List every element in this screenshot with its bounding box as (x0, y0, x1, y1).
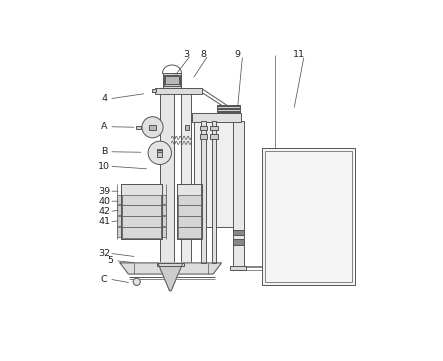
Bar (164, 75, 180, 86)
Circle shape (133, 278, 140, 286)
Bar (230, 266, 246, 270)
Bar (233, 121, 244, 267)
Bar (177, 184, 202, 239)
Bar (136, 126, 141, 129)
Bar (161, 195, 166, 204)
Text: 4: 4 (101, 95, 107, 103)
Bar (194, 121, 240, 227)
Bar (218, 105, 240, 106)
Bar (218, 109, 240, 110)
Bar (233, 239, 244, 245)
Bar (199, 134, 207, 139)
Bar (121, 184, 162, 239)
Bar (212, 121, 216, 263)
Text: 8: 8 (200, 51, 206, 60)
Bar (165, 76, 179, 84)
Bar (121, 184, 162, 239)
Text: 9: 9 (235, 51, 241, 60)
Circle shape (148, 141, 171, 165)
Bar (233, 230, 244, 235)
Text: 10: 10 (98, 162, 110, 171)
Bar (218, 106, 240, 108)
Text: 5: 5 (107, 256, 113, 265)
Text: B: B (101, 147, 107, 156)
Bar (117, 195, 122, 204)
Circle shape (142, 117, 163, 138)
Bar (122, 227, 161, 238)
Bar (184, 125, 189, 130)
Bar (117, 227, 122, 237)
Bar (161, 216, 166, 226)
Bar (157, 149, 162, 152)
Bar (218, 105, 240, 113)
Text: 41: 41 (98, 217, 110, 226)
Polygon shape (120, 263, 222, 274)
Bar (157, 263, 184, 266)
Bar (117, 205, 122, 215)
Bar (152, 89, 156, 92)
Text: 42: 42 (98, 207, 110, 216)
Bar (161, 205, 166, 215)
Text: A: A (101, 122, 107, 131)
Bar (177, 184, 202, 239)
Bar (210, 126, 218, 130)
Bar (163, 73, 182, 88)
Text: 11: 11 (293, 51, 305, 60)
Bar (157, 149, 162, 157)
Text: 3: 3 (183, 51, 189, 60)
Bar (179, 205, 201, 216)
Bar (192, 113, 241, 122)
Bar (218, 110, 240, 112)
Bar (262, 148, 355, 284)
Bar (210, 134, 218, 139)
Bar (155, 88, 202, 94)
Text: C: C (101, 274, 108, 283)
Bar (122, 195, 161, 205)
Bar (218, 108, 240, 109)
Bar (122, 205, 161, 216)
Polygon shape (158, 263, 183, 291)
Bar (149, 125, 156, 130)
Bar (181, 88, 191, 263)
Bar (199, 126, 207, 130)
Bar (161, 227, 166, 237)
Bar (264, 151, 352, 282)
Text: 40: 40 (98, 197, 110, 206)
Bar (179, 216, 201, 227)
Text: 32: 32 (98, 249, 110, 258)
Text: 39: 39 (98, 187, 110, 196)
Bar (179, 227, 201, 238)
Bar (218, 112, 240, 113)
Bar (179, 195, 201, 205)
Bar (122, 216, 161, 227)
Bar (160, 88, 174, 263)
Bar (117, 216, 122, 226)
Bar (201, 121, 206, 263)
